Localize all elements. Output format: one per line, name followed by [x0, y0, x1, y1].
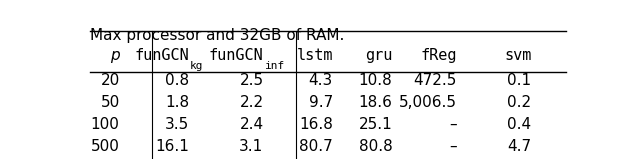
Text: 472.5: 472.5 [413, 73, 457, 88]
Text: lstm: lstm [296, 48, 333, 63]
Text: 4.3: 4.3 [308, 73, 333, 88]
Text: 100: 100 [91, 117, 120, 132]
Text: 3.5: 3.5 [165, 117, 189, 132]
Text: 0.4: 0.4 [508, 117, 531, 132]
Text: 2.5: 2.5 [239, 73, 264, 88]
Text: 3.1: 3.1 [239, 139, 264, 154]
Text: gru: gru [365, 48, 392, 63]
Text: 2.2: 2.2 [239, 95, 264, 110]
Text: funGCN: funGCN [134, 48, 189, 63]
Text: 0.2: 0.2 [508, 95, 531, 110]
Text: 0.1: 0.1 [508, 73, 531, 88]
Text: 20: 20 [100, 73, 120, 88]
Text: –: – [449, 139, 457, 154]
Text: p: p [110, 48, 120, 63]
Text: –: – [449, 117, 457, 132]
Text: svm: svm [504, 48, 531, 63]
Text: kg: kg [190, 61, 204, 71]
Text: 10.8: 10.8 [359, 73, 392, 88]
Text: funGCN: funGCN [209, 48, 264, 63]
Text: 1.8: 1.8 [165, 95, 189, 110]
Text: 16.1: 16.1 [156, 139, 189, 154]
Text: 5,006.5: 5,006.5 [399, 95, 457, 110]
Text: Max processor and 32GB of RAM.: Max processor and 32GB of RAM. [90, 28, 344, 43]
Text: 25.1: 25.1 [359, 117, 392, 132]
Text: 500: 500 [91, 139, 120, 154]
Text: 0.8: 0.8 [165, 73, 189, 88]
Text: 18.6: 18.6 [358, 95, 392, 110]
Text: 80.8: 80.8 [359, 139, 392, 154]
Text: 16.8: 16.8 [299, 117, 333, 132]
Text: inf: inf [264, 61, 285, 71]
Text: 80.7: 80.7 [300, 139, 333, 154]
Text: 9.7: 9.7 [308, 95, 333, 110]
Text: 4.7: 4.7 [508, 139, 531, 154]
Text: fReg: fReg [420, 48, 457, 63]
Text: 50: 50 [100, 95, 120, 110]
Text: 2.4: 2.4 [239, 117, 264, 132]
